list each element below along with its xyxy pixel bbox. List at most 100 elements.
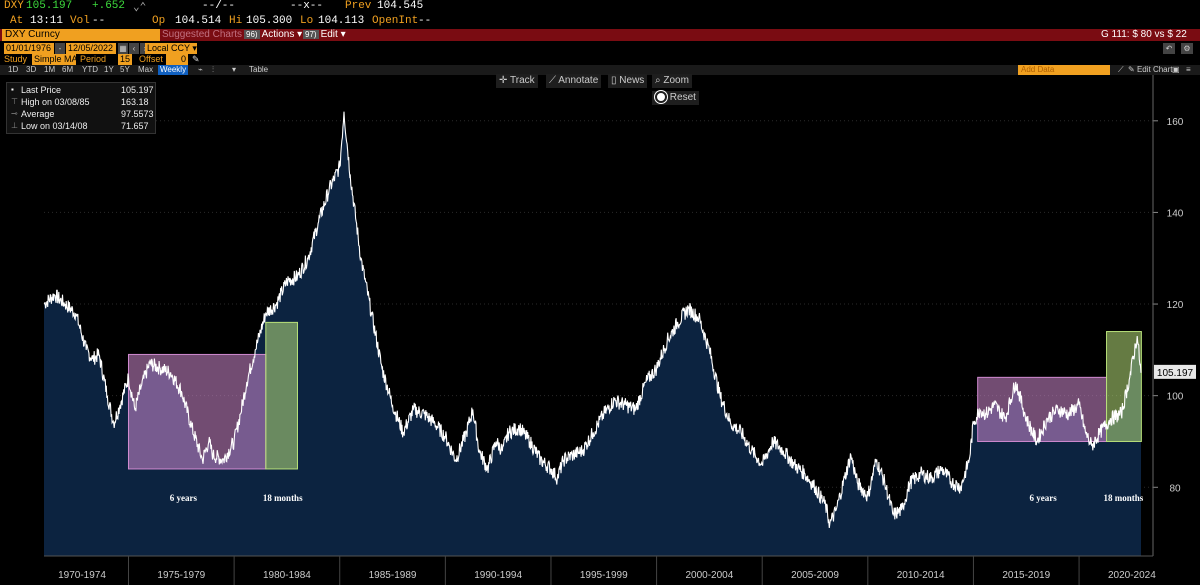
reset-label: Reset xyxy=(669,92,696,103)
undo-icon[interactable]: ↶ xyxy=(1163,43,1175,54)
add-data-input[interactable]: Add Data xyxy=(1018,65,1110,75)
x-tick-label: 2005-2009 xyxy=(791,570,839,581)
legend-row-average[interactable]: ⊸ Average 97.5573 xyxy=(11,108,154,120)
annotate-button[interactable]: ⟋ Annotate xyxy=(546,74,602,88)
chevron-down-icon[interactable]: ▾ xyxy=(232,65,237,74)
x-tick-label: 2000-2004 xyxy=(685,570,733,581)
x-tick-label: 1970-1974 xyxy=(58,570,106,581)
end-date-input[interactable]: 12/05/2022 xyxy=(66,43,116,54)
y-tick-label: 80 xyxy=(1169,483,1181,494)
legend-row-low[interactable]: ⊥ Low on 03/14/08 71.657 xyxy=(11,120,151,132)
legend-value: 97.5573 xyxy=(121,109,154,119)
period-5y[interactable]: 5Y xyxy=(120,65,130,74)
frequency-select[interactable]: Weekly xyxy=(158,65,189,75)
g-chart-info: G 111: $ 80 vs $ 22 xyxy=(1101,29,1187,40)
suggested-charts-button[interactable]: Suggested Charts xyxy=(162,29,243,40)
quote-bar: DXY 105.197 +.652 ⌄⌃ --/-- --x-- Prev 10… xyxy=(0,0,1200,15)
edit-menu[interactable]: 97) Edit ▾ xyxy=(303,29,346,41)
time-value: 13:11 xyxy=(30,15,64,27)
vol-value: -- xyxy=(92,15,106,27)
line-style-icon[interactable]: ⟋ xyxy=(1118,65,1124,74)
openint-value: -- xyxy=(418,15,432,27)
calendar-icon[interactable]: ▦ xyxy=(118,43,128,54)
prev-label: Prev xyxy=(345,0,372,12)
period-selector: 1D 3D 1M 6M YTD 1Y 5Y Max Weekly ⌁ ⫶ ▾ T… xyxy=(0,65,1200,75)
news-label: News xyxy=(619,75,645,86)
edit-chart-label: Edit Chart xyxy=(1136,65,1173,74)
period-6m[interactable]: 6M xyxy=(62,65,74,74)
high-label: Hi xyxy=(229,15,243,27)
breakout-box-1980s xyxy=(265,321,298,470)
average-line-icon: ⊸ xyxy=(11,109,18,118)
chevron-down-icon: ▾ xyxy=(340,29,346,40)
legend-value: 71.657 xyxy=(121,121,149,131)
y-axis: 80 100 120 140 160 105.197 xyxy=(1152,75,1196,556)
legend-value: 163.18 xyxy=(121,97,149,107)
study-select[interactable]: Simple MA xyxy=(32,54,78,65)
x-tick-label: 1985-1989 xyxy=(369,570,417,581)
low-marker-icon: ⊥ xyxy=(11,121,18,130)
menu-icon[interactable]: ≡ xyxy=(1186,65,1191,74)
legend-value: 105.197 xyxy=(121,85,154,95)
chevron-down-icon: ▾ xyxy=(192,43,197,53)
open-value: 104.514 xyxy=(175,15,222,27)
period-1m[interactable]: 1M xyxy=(44,65,56,74)
reset-button[interactable]: Reset xyxy=(652,91,699,105)
period-max[interactable]: Max xyxy=(138,65,154,74)
period-3d[interactable]: 3D xyxy=(26,65,37,74)
security-toolbar: DXY Curncy Suggested Charts 96) Actions ▾… xyxy=(0,29,1200,41)
offset-input[interactable]: 0 xyxy=(166,54,188,65)
quote-bar-details: At 13:11 Vol -- Op 104.514 Hi 105.300 Lo… xyxy=(0,15,1200,29)
period-1y[interactable]: 1Y xyxy=(104,65,114,74)
currency-select[interactable]: Local CCY ▾ xyxy=(145,43,197,54)
period-1d[interactable]: 1D xyxy=(8,65,19,74)
bar-type-icon[interactable]: ⫶ xyxy=(212,65,214,74)
track-button[interactable]: ✛ Track xyxy=(496,74,538,88)
vol-label: Vol xyxy=(70,15,90,27)
reset-icon xyxy=(655,91,667,104)
prev-arrow-icon[interactable]: ‹ xyxy=(129,43,139,54)
edit-chart-button[interactable]: ✎ Edit Chart xyxy=(1128,65,1173,75)
date-range-bar: 01/01/1976 - 12/05/2022 ▦ ‹ › Local CCY … xyxy=(0,43,1200,54)
start-date-input[interactable]: 01/01/1976 xyxy=(4,43,54,54)
period-input[interactable]: 15 xyxy=(118,54,132,65)
settings-icon[interactable]: ⚙ xyxy=(1181,43,1193,54)
x-tick-label: 1995-1999 xyxy=(580,570,628,581)
low-label: Lo xyxy=(300,15,314,27)
period-ytd[interactable]: YTD xyxy=(82,65,98,74)
news-button[interactable]: ▯ News xyxy=(608,74,648,88)
x-tick-label: 1990-1994 xyxy=(474,570,522,581)
bid-ask-size: --x-- xyxy=(290,0,324,12)
chart-settings-icon[interactable]: ▣ xyxy=(1172,65,1180,74)
price-area-fill xyxy=(44,111,1141,556)
prev-value: 104.545 xyxy=(377,0,424,12)
legend-row-high[interactable]: ⊤ High on 03/08/85 163.18 xyxy=(11,96,151,108)
price-area xyxy=(44,111,1141,556)
zoom-button[interactable]: ⌕ Zoom xyxy=(652,74,692,88)
last-price-tag-label: 105.197 xyxy=(1157,368,1194,379)
annotation-label: 18 months xyxy=(263,493,303,503)
period-label: Period xyxy=(80,54,107,64)
actions-menu[interactable]: 96) Actions ▾ xyxy=(244,29,302,41)
legend-row-last[interactable]: ▪ Last Price 105.197 xyxy=(11,84,154,96)
ticker[interactable]: DXY xyxy=(4,0,24,12)
edit-label: Edit xyxy=(320,29,338,40)
x-tick-label: 2015-2019 xyxy=(1002,570,1050,581)
study-label: Study xyxy=(4,54,28,64)
pencil-icon: ✎ xyxy=(1128,65,1135,74)
crosshair-icon: ✛ xyxy=(499,75,508,86)
open-label: Op xyxy=(152,15,166,27)
last-price: 105.197 xyxy=(26,0,73,12)
annotation-label: 6 years xyxy=(1030,493,1058,503)
news-icon: ▯ xyxy=(611,75,617,86)
x-tick-label: 2010-2014 xyxy=(897,570,945,581)
study-bar: Study Simple MA Period 15 Offset 0 ✎ xyxy=(0,54,1200,65)
x-tick-label: 2020-2024 xyxy=(1108,570,1156,581)
table-button[interactable]: Table xyxy=(249,65,269,74)
chart-type-icon[interactable]: ⌁ xyxy=(198,65,203,74)
legend-name: High on 03/08/85 xyxy=(21,97,90,107)
security-input[interactable]: DXY Curncy xyxy=(2,29,160,41)
pencil-icon[interactable]: ✎ xyxy=(192,54,200,64)
bid-ask: --/-- xyxy=(202,0,236,12)
